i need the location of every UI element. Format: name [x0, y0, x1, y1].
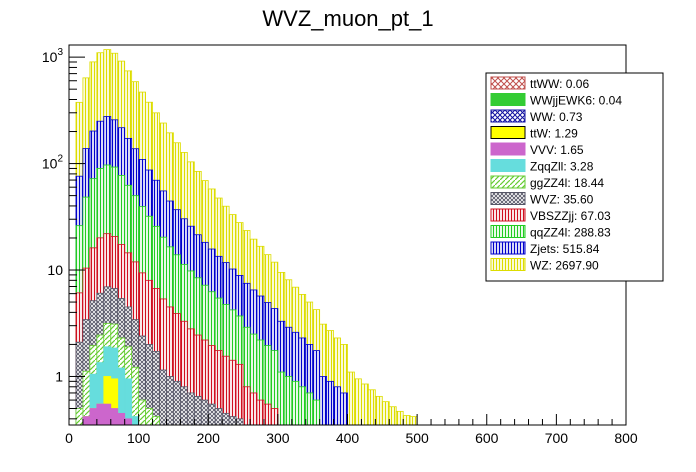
bar-WVZ-21 — [221, 412, 230, 426]
bar-qqZZ4l-34 — [312, 399, 321, 426]
bar-WVZ-17 — [193, 395, 202, 426]
legend-swatch — [490, 159, 526, 172]
legend-swatch — [490, 142, 526, 156]
bar-VBSZZjj-27 — [263, 403, 272, 426]
bar-WVZ-18 — [200, 399, 209, 426]
bar-ggZZ4l-9 — [138, 399, 146, 426]
legend-swatch — [490, 109, 526, 123]
bar-VVV-2 — [89, 408, 98, 426]
legend-swatch — [490, 225, 526, 238]
bar-Zjets-37 — [333, 386, 341, 426]
x-tick-label: 200 — [197, 430, 221, 446]
bar-VVV-5 — [110, 408, 119, 426]
y-tick-label: 103 — [42, 47, 64, 65]
x-tick-label: 0 — [65, 430, 73, 446]
bar-VVV-3 — [96, 403, 105, 426]
bar-ggZZ4l-10 — [145, 408, 153, 426]
bar-WVZ-19 — [207, 403, 216, 426]
x-tick-label: 500 — [405, 430, 429, 446]
bar-ggZZ4l-11 — [152, 416, 160, 426]
bar-VBSZZjj-22 — [228, 359, 237, 426]
bar-WZ-42 — [367, 389, 376, 426]
legend-label: ttWW: 0.06 — [530, 77, 589, 91]
bar-ZqqZll-7 — [124, 378, 133, 426]
bar-Zjets-36 — [326, 380, 334, 426]
bar-WZ-39 — [347, 371, 355, 426]
legend-swatch — [490, 192, 526, 205]
bar-WZ-41 — [361, 383, 369, 426]
y-tick-label: 10 — [47, 262, 63, 278]
bar-qqZZ4l-32 — [298, 386, 307, 426]
bar-WVZ-14 — [173, 380, 181, 426]
legend-swatch — [490, 126, 526, 139]
x-tick-label: 800 — [614, 430, 638, 446]
x-tick-label: 300 — [266, 430, 290, 446]
bar-VBSZZjj-25 — [249, 392, 258, 426]
bar-WZ-45 — [388, 406, 397, 426]
bar-ZqqZll-8 — [131, 416, 140, 426]
bar-VBSZZjj-28 — [270, 408, 279, 426]
bar-WVZ-11 — [152, 350, 160, 426]
bar-VVV-1 — [82, 416, 91, 426]
legend-swatch — [490, 93, 526, 106]
bar-qqZZ4l-29 — [277, 371, 286, 426]
bar-qqZZ4l-31 — [291, 380, 300, 426]
bar-WZ-47 — [402, 415, 411, 426]
x-tick-label: 700 — [545, 430, 569, 446]
bar-WZ-43 — [374, 395, 383, 426]
bar-WVZ-15 — [179, 386, 188, 426]
bar-WVZ-13 — [166, 376, 174, 426]
legend-label: ttW: 1.29 — [530, 127, 578, 141]
bar-WVZ-23 — [235, 418, 244, 426]
x-tick-label: 100 — [127, 430, 151, 446]
y-axis: 1 10 102 103 — [42, 47, 85, 420]
legend-swatch — [490, 76, 526, 90]
bar-qqZZ4l-33 — [305, 392, 314, 426]
legend-label: ggZZ4l: 18.44 — [530, 176, 604, 190]
bar-WZ-48 — [409, 416, 418, 426]
legend-label: WW: 0.73 — [530, 110, 583, 124]
y-tick-label: 102 — [42, 154, 64, 172]
legend-label: WZ: 2697.90 — [530, 259, 599, 273]
bar-WVZ-16 — [186, 392, 195, 426]
bar-WVZ-20 — [214, 408, 223, 426]
legend-swatch — [490, 241, 526, 255]
legend-label: Zjets: 515.84 — [530, 242, 600, 256]
y-tick-label: 1 — [55, 368, 63, 384]
bar-Zjets-35 — [319, 376, 328, 426]
bar-Zjets-38 — [340, 392, 348, 426]
legend-label: WVZ: 35.60 — [530, 193, 594, 207]
bar-WVZ-12 — [159, 369, 167, 426]
bar-ggZZ4l-0 — [75, 408, 84, 426]
histogram-bars — [75, 49, 418, 426]
bar-WVZ-22 — [228, 416, 237, 426]
bar-qqZZ4l-30 — [284, 376, 293, 426]
legend-swatch — [490, 208, 526, 222]
x-axis: 0 100 200 300 400 500 600 700 800 — [65, 414, 638, 446]
bar-VVV-4 — [103, 403, 112, 426]
bar-VBSZZjj-23 — [235, 363, 244, 426]
legend-swatch — [490, 175, 526, 189]
x-tick-label: 400 — [336, 430, 360, 446]
bar-WZ-46 — [395, 410, 404, 426]
legend: ttWW: 0.06 WWjjEWK6: 0.04 WW: 0.73 ttW: 1.2… — [485, 72, 664, 282]
legend-label: VVV: 1.65 — [530, 143, 584, 157]
bar-VBSZZjj-26 — [256, 399, 265, 426]
legend-swatch — [490, 258, 526, 271]
legend-label: WWjjEWK6: 0.04 — [530, 94, 622, 108]
x-tick-label: 600 — [475, 430, 499, 446]
bar-WZ-40 — [354, 378, 362, 426]
bar-VBSZZjj-24 — [242, 386, 251, 426]
bar-VVV-6 — [117, 412, 126, 426]
legend-label: ZqqZll: 3.28 — [530, 160, 594, 174]
chart-title: WVZ_muon_pt_1 — [262, 6, 433, 31]
legend-label: qqZZ4l: 288.83 — [530, 226, 611, 240]
bar-WZ-44 — [381, 401, 390, 426]
bar-VVV-7 — [124, 418, 133, 426]
legend-label: VBSZZjj: 67.03 — [530, 209, 611, 223]
